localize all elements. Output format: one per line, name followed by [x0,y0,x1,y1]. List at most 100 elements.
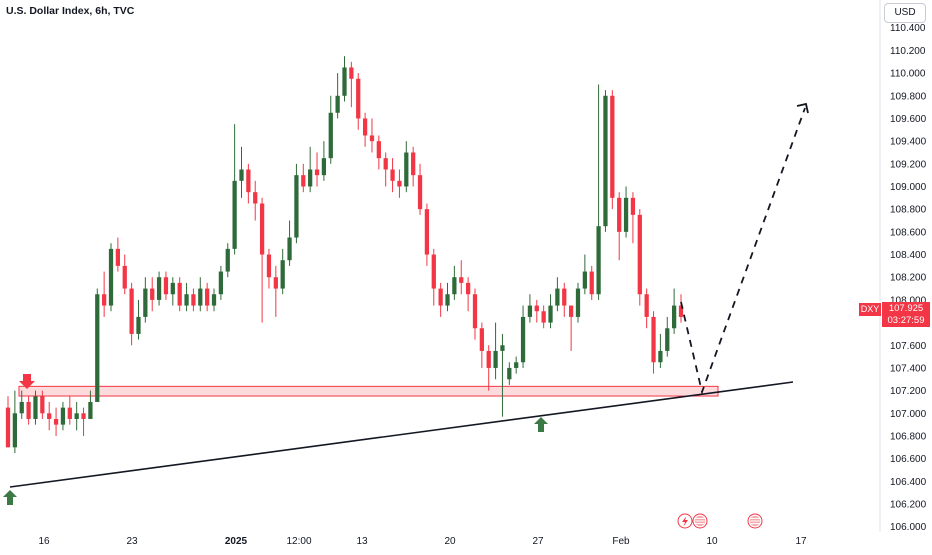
y-tick-label-8: 108.800 [890,205,927,216]
y-tick-label-9: 108.600 [890,227,927,238]
y-tick-label-22: 106.000 [890,522,927,533]
y-tick-label-14: 107.600 [890,341,927,352]
candle-body [665,328,670,351]
candle-body [658,350,663,363]
y-tick-label-15: 107.400 [890,363,927,374]
candle-body [218,271,224,295]
x-tick-label-9: 17 [795,536,807,547]
candle-body [211,294,217,306]
candle-body [74,413,79,419]
projection-path [680,107,806,396]
candle-body [225,248,230,272]
arrow-down-marker [19,374,35,389]
candle-body [520,316,526,363]
candle-body [479,328,484,351]
candles [5,56,684,453]
trendline [9,381,794,488]
candle-body [136,316,141,334]
candle-body [191,294,196,306]
y-tick-label-0: 110.400 [890,23,926,34]
candle-body [678,305,684,317]
candle-body [376,141,381,159]
candle-body [19,401,24,414]
candle-body [88,401,93,419]
candle-body [383,158,388,170]
lightning-event-icon[interactable] [677,513,693,529]
candle-body [280,260,285,289]
y-tick-label-1: 110.200 [890,46,926,57]
bar-countdown: 03:27:59 [887,314,925,326]
candle-body [541,311,546,323]
candle-body [514,362,519,368]
candle-body [115,248,121,266]
chart-title: U.S. Dollar Index, 6h, TVC [6,5,135,17]
y-tick-label-20: 106.400 [890,477,927,488]
candle-body [40,396,45,414]
candle-body [108,248,114,306]
candle-body [259,203,265,255]
candle-body [198,288,203,306]
candle-body [362,118,368,136]
candle-body [397,180,402,187]
candle-body [527,305,533,317]
last-price-value: 107.925 [888,303,924,314]
bolt-glyph [682,516,688,527]
candle-body [301,175,306,187]
candle-body [507,367,512,380]
y-tick-label-17: 107.000 [890,409,927,420]
candle-body [472,294,478,329]
candle-body [637,214,642,295]
candle-body [356,78,361,119]
candle-body [417,175,423,210]
candle-body [575,288,581,317]
candle-body [390,169,395,181]
candle-body [644,294,649,317]
y-tick-label-16: 107.200 [890,386,927,397]
currency-button[interactable]: USD [884,3,926,23]
candle-body [170,282,175,295]
candle-body [493,350,498,368]
candle-body [465,282,471,295]
y-tick-label-7: 109.000 [890,182,927,193]
us-flag-event-icon[interactable] [747,513,763,529]
x-tick-label-4: 13 [356,536,368,547]
candle-body [163,277,169,295]
y-tick-label-2: 110.000 [890,69,926,80]
candle-body [156,277,162,300]
support-zone [18,385,719,397]
candle-body [617,197,622,232]
candle-body [143,288,148,317]
candle-body [369,135,375,142]
candle-body [630,197,636,215]
candle-body [150,288,155,300]
candle-body [651,316,656,363]
candle-body [294,175,299,238]
candle-body [321,158,327,176]
last-price-tag: 107.925 03:27:59 [882,302,930,327]
candle-body [562,288,567,306]
y-tick-label-3: 109.800 [890,91,927,102]
candle-body [349,67,354,79]
symbol-badge: DXY [859,303,881,316]
x-axis: 16 23 2025 12:00 13 20 27 Feb 10 17 [38,536,807,547]
y-tick-label-18: 106.800 [890,431,927,442]
x-tick-label-3: 12:00 [286,536,311,547]
x-tick-label-7: Feb [612,536,630,547]
y-tick-label-21: 106.200 [890,500,927,511]
y-axis: 110.400 110.200 110.000 109.800 109.600 109.4… [879,0,927,533]
projection-arrowhead [796,102,809,114]
candle-body [47,413,52,419]
arrow-up-marker [534,417,548,432]
candle-body [5,407,11,448]
candle-body [60,407,66,425]
candle-body [67,407,72,419]
candle-body [122,265,127,289]
candle-body [548,305,553,323]
candle-body [424,209,430,255]
candle-body [452,277,457,295]
x-tick-label-2: 2025 [225,536,248,547]
us-flag-event-icon[interactable] [692,513,708,529]
event-icons[interactable] [677,513,763,529]
